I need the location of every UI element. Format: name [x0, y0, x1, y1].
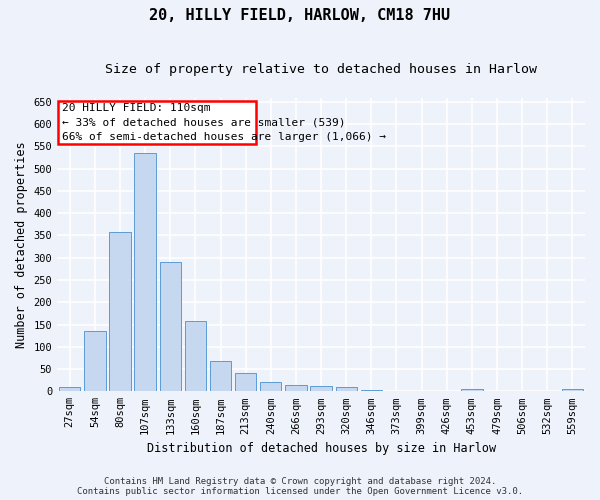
Bar [109, 232, 131, 392]
FancyBboxPatch shape [58, 101, 256, 144]
Bar [461, 389, 482, 392]
Bar [310, 386, 332, 392]
Bar [562, 389, 583, 392]
Text: 20, HILLY FIELD, HARLOW, CM18 7HU: 20, HILLY FIELD, HARLOW, CM18 7HU [149, 8, 451, 22]
Title: Size of property relative to detached houses in Harlow: Size of property relative to detached ho… [105, 62, 537, 76]
Bar [210, 361, 231, 392]
Y-axis label: Number of detached properties: Number of detached properties [15, 141, 28, 348]
Text: 20 HILLY FIELD: 110sqm
← 33% of detached houses are smaller (539)
66% of semi-de: 20 HILLY FIELD: 110sqm ← 33% of detached… [62, 103, 386, 142]
Bar [134, 153, 156, 392]
Bar [285, 384, 307, 392]
Bar [361, 390, 382, 392]
Bar [185, 322, 206, 392]
Bar [260, 382, 281, 392]
Text: Contains HM Land Registry data © Crown copyright and database right 2024.
Contai: Contains HM Land Registry data © Crown c… [77, 476, 523, 496]
Bar [160, 262, 181, 392]
Bar [335, 387, 357, 392]
Bar [235, 374, 256, 392]
Bar [59, 387, 80, 392]
Bar [84, 331, 106, 392]
X-axis label: Distribution of detached houses by size in Harlow: Distribution of detached houses by size … [146, 442, 496, 455]
